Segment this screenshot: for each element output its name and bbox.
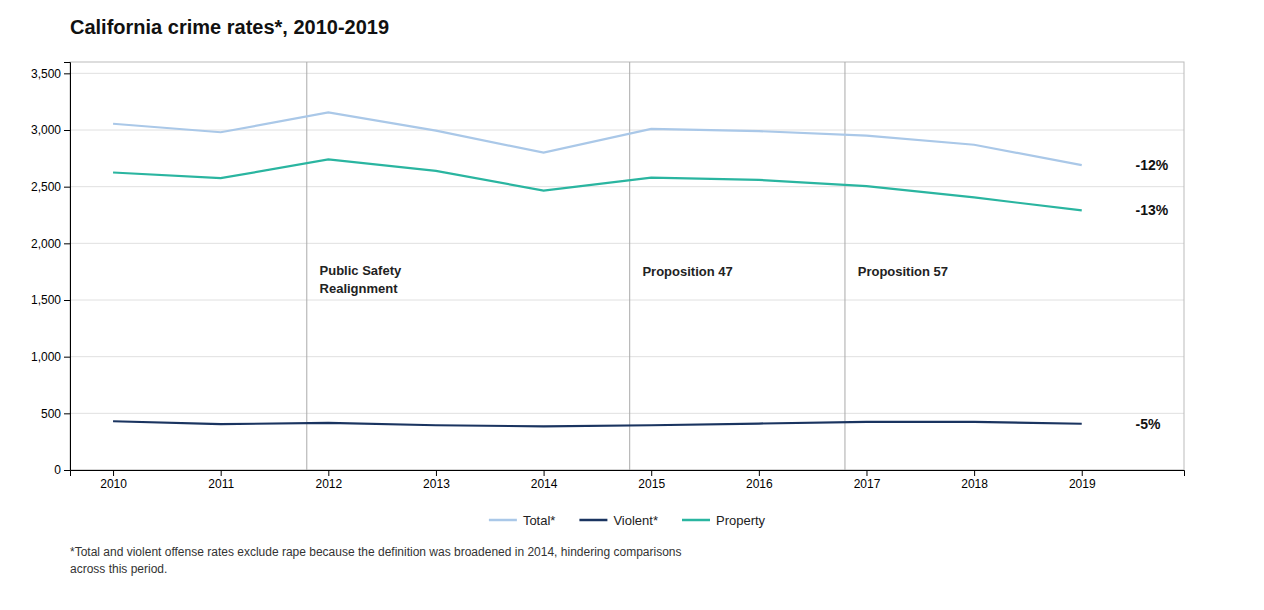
annotation-line: Proposition 57 — [858, 264, 948, 279]
x-tick-mark — [436, 470, 437, 476]
y-tick-mark — [64, 470, 70, 471]
x-tick-mark — [328, 470, 329, 476]
legend-label: Total* — [523, 513, 556, 528]
end-label: -12% — [1136, 157, 1169, 173]
series-line — [113, 112, 1082, 165]
x-axis: 2010 2011 2012 2013 2014 2015 2016 2017 2018 2019 — [71, 470, 1185, 491]
x-tick: 2019 — [1069, 470, 1096, 491]
y-tick-label: 1,000 — [31, 350, 61, 364]
y-tick: 3,500 — [31, 67, 70, 81]
y-tick-mark — [64, 413, 70, 414]
division-line — [306, 62, 307, 470]
end-label: -13% — [1136, 202, 1169, 218]
y-tick-label: 0 — [54, 463, 61, 477]
plot-area: 05001,0001,5002,0002,5003,0003,500201020… — [31, 62, 1185, 491]
x-tick-mark — [651, 470, 652, 476]
y-tick-mark — [64, 73, 70, 74]
footnote-line: *Total and violent offense rates exclude… — [70, 545, 682, 559]
marks — [113, 62, 1082, 470]
x-tick: 2011 — [208, 470, 234, 491]
x-tick-mark — [759, 470, 760, 476]
y-tick: 500 — [41, 407, 70, 421]
division-line — [629, 62, 630, 470]
x-tick: 2014 — [531, 470, 558, 491]
annotation: Proposition 47 — [642, 264, 732, 279]
x-tick-label: 2014 — [531, 477, 558, 491]
y-tick-label: 1,500 — [31, 293, 61, 307]
x-tick-label: 2010 — [100, 477, 127, 491]
y-tick: 2,500 — [31, 180, 70, 194]
grid — [70, 73, 1184, 470]
legend-swatch — [579, 519, 607, 522]
y-tick: 1,500 — [31, 293, 70, 307]
grid-line — [70, 356, 1184, 357]
y-tick-label: 500 — [41, 407, 61, 421]
y-axis-line — [64, 63, 71, 471]
x-tick-label: 2016 — [746, 477, 773, 491]
x-tick-mark — [974, 470, 975, 476]
x-tick-label: 2012 — [315, 477, 342, 491]
y-tick-mark — [64, 357, 70, 358]
grid-line — [70, 243, 1184, 244]
grid-line — [70, 300, 1184, 301]
x-tick-label: 2017 — [854, 477, 881, 491]
chart: California crime rates*, 2010-2019 0 500 1,… — [0, 0, 1264, 610]
y-tick-label: 3,000 — [31, 123, 61, 137]
x-tick-label: 2013 — [423, 477, 450, 491]
annotation-line: Public Safety — [320, 263, 402, 278]
y-tick: 3,000 — [31, 123, 70, 137]
legend-label: Property — [716, 513, 766, 528]
x-tick-label: 2019 — [1069, 477, 1096, 491]
x-tick-label: 2018 — [961, 477, 988, 491]
y-tick-mark — [64, 243, 70, 244]
legend-label: Violent* — [613, 513, 658, 528]
y-tick: 1,000 — [31, 350, 70, 364]
annotation: Public Safety Realignment — [320, 263, 402, 296]
x-tick: 2015 — [638, 470, 665, 491]
series-line — [113, 421, 1082, 426]
footnote-line: across this period. — [70, 562, 167, 576]
footnote: *Total and violent offense rates exclude… — [70, 545, 682, 576]
y-tick: 0 — [54, 463, 70, 477]
y-tick-label: 3,500 — [31, 67, 61, 81]
x-tick-label: 2015 — [638, 477, 665, 491]
grid-line — [70, 73, 1184, 74]
x-tick: 2018 — [961, 470, 988, 491]
y-tick: 2,000 — [31, 237, 70, 251]
grid-line — [70, 186, 1184, 187]
x-tick-mark — [221, 470, 222, 476]
x-tick: 2012 — [315, 470, 342, 491]
y-tick-label: 2,000 — [31, 237, 61, 251]
x-tick-mark — [1082, 470, 1083, 476]
x-tick: 2017 — [854, 470, 881, 491]
x-tick-mark — [113, 470, 114, 476]
y-tick-label: 2,500 — [31, 180, 61, 194]
x-tick-mark — [866, 470, 867, 476]
annotation-line: Proposition 47 — [642, 264, 732, 279]
plot-frame — [70, 62, 1184, 470]
title: California crime rates*, 2010-2019 — [70, 16, 389, 38]
y-tick-mark — [64, 187, 70, 188]
x-tick: 2013 — [423, 470, 450, 491]
legend-item: Property — [682, 513, 766, 528]
x-tick-label: 2011 — [208, 477, 234, 491]
x-axis-line — [71, 471, 1185, 477]
legend-item: Total* — [489, 513, 556, 528]
grid-line — [70, 413, 1184, 414]
y-tick-mark — [64, 300, 70, 301]
legend-item: Violent* — [579, 513, 658, 528]
legend-swatch — [489, 519, 517, 522]
y-axis: 0 500 1,000 1,500 2,000 2,500 3,000 3,500 — [31, 63, 71, 478]
end-label: -5% — [1136, 416, 1161, 432]
legend-swatch — [682, 519, 710, 522]
x-tick-mark — [544, 470, 545, 476]
series-line — [113, 159, 1082, 210]
annotation-line: Realignment — [320, 281, 399, 296]
division-line — [844, 62, 845, 470]
y-tick-mark — [64, 130, 70, 131]
x-tick: 2010 — [100, 470, 127, 491]
annotation: Proposition 57 — [858, 264, 948, 279]
legend: Total* Violent* Property — [489, 513, 766, 528]
x-tick: 2016 — [746, 470, 773, 491]
